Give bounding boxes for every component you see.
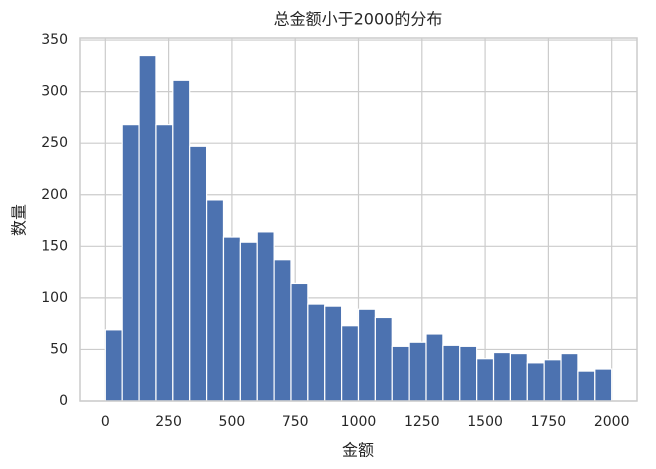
bar <box>256 231 275 402</box>
y-tick-label: 100 <box>41 290 68 306</box>
bar <box>205 199 225 402</box>
x-tick-label: 1750 <box>531 414 567 430</box>
bar <box>189 145 208 402</box>
bar <box>324 305 343 402</box>
x-axis-label: 金额 <box>342 441 374 460</box>
bar <box>492 351 512 402</box>
bar <box>239 241 258 402</box>
bar <box>577 370 596 402</box>
y-tick-label: 0 <box>59 393 68 409</box>
bar <box>172 79 191 402</box>
bar <box>459 345 478 402</box>
bar <box>509 352 528 402</box>
bar <box>273 259 292 402</box>
bar <box>104 329 123 402</box>
x-tick-label: 750 <box>282 414 309 430</box>
y-tick-label: 350 <box>41 32 68 48</box>
bar <box>374 316 393 402</box>
x-tick-label: 0 <box>101 414 110 430</box>
bar <box>121 124 140 402</box>
y-tick-label: 300 <box>41 84 68 100</box>
bar <box>476 358 495 402</box>
plot-frame <box>79 37 638 402</box>
bar <box>560 352 579 402</box>
bar <box>408 341 427 402</box>
bar <box>391 345 410 402</box>
x-tick-label: 500 <box>219 414 246 430</box>
bar <box>425 333 444 402</box>
bar <box>526 362 545 402</box>
y-axis-label: 数量 <box>10 204 29 236</box>
chart-title: 总金额小于2000的分布 <box>274 10 443 29</box>
bar <box>155 124 174 402</box>
x-tick-label: 1250 <box>404 414 440 430</box>
bar <box>307 303 326 402</box>
x-tick-label: 250 <box>155 414 182 430</box>
bar <box>341 325 360 402</box>
bar <box>543 359 562 402</box>
y-tick-label: 200 <box>41 187 68 203</box>
y-tick-label: 150 <box>41 238 68 254</box>
y-tick-label: 50 <box>50 341 68 357</box>
x-tick-label: 1000 <box>341 414 377 430</box>
bar <box>222 236 241 402</box>
bar <box>290 282 309 402</box>
bar <box>138 54 157 402</box>
x-tick-label: 1500 <box>467 414 503 430</box>
bar <box>442 344 461 402</box>
y-tick-label: 250 <box>41 135 68 151</box>
bar <box>357 308 376 402</box>
bar <box>594 368 613 402</box>
x-tick-label: 2000 <box>594 414 630 430</box>
